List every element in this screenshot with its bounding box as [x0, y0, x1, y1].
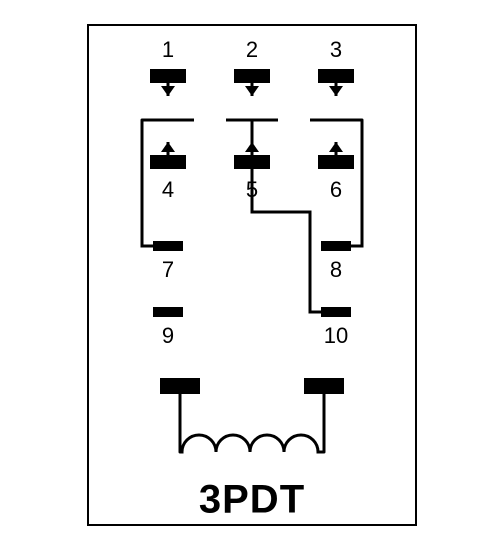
diagram-border	[88, 25, 416, 525]
pin-10-pad	[321, 307, 351, 317]
coil-pad-left	[160, 378, 200, 394]
diagram-title: 3PDT	[199, 478, 305, 523]
pin-10-label: 10	[324, 323, 348, 349]
relay-diagram: 1 2 3 4 5 6 7 8 9 10 3PDT	[0, 0, 500, 550]
pin-7-pad	[153, 241, 183, 251]
pin-3-label: 3	[330, 37, 342, 63]
coil-pad-right	[304, 378, 344, 394]
diagram-svg	[0, 0, 500, 550]
pin-4-label: 4	[162, 177, 174, 203]
pin-8-pad	[321, 241, 351, 251]
pin-6-label: 6	[330, 177, 342, 203]
pin-5-label: 5	[246, 177, 258, 203]
pin-8-label: 8	[330, 257, 342, 283]
pin-9-pad	[153, 307, 183, 317]
pin-7-label: 7	[162, 257, 174, 283]
pin-9-label: 9	[162, 323, 174, 349]
pin-1-label: 1	[162, 37, 174, 63]
pin-2-label: 2	[246, 37, 258, 63]
